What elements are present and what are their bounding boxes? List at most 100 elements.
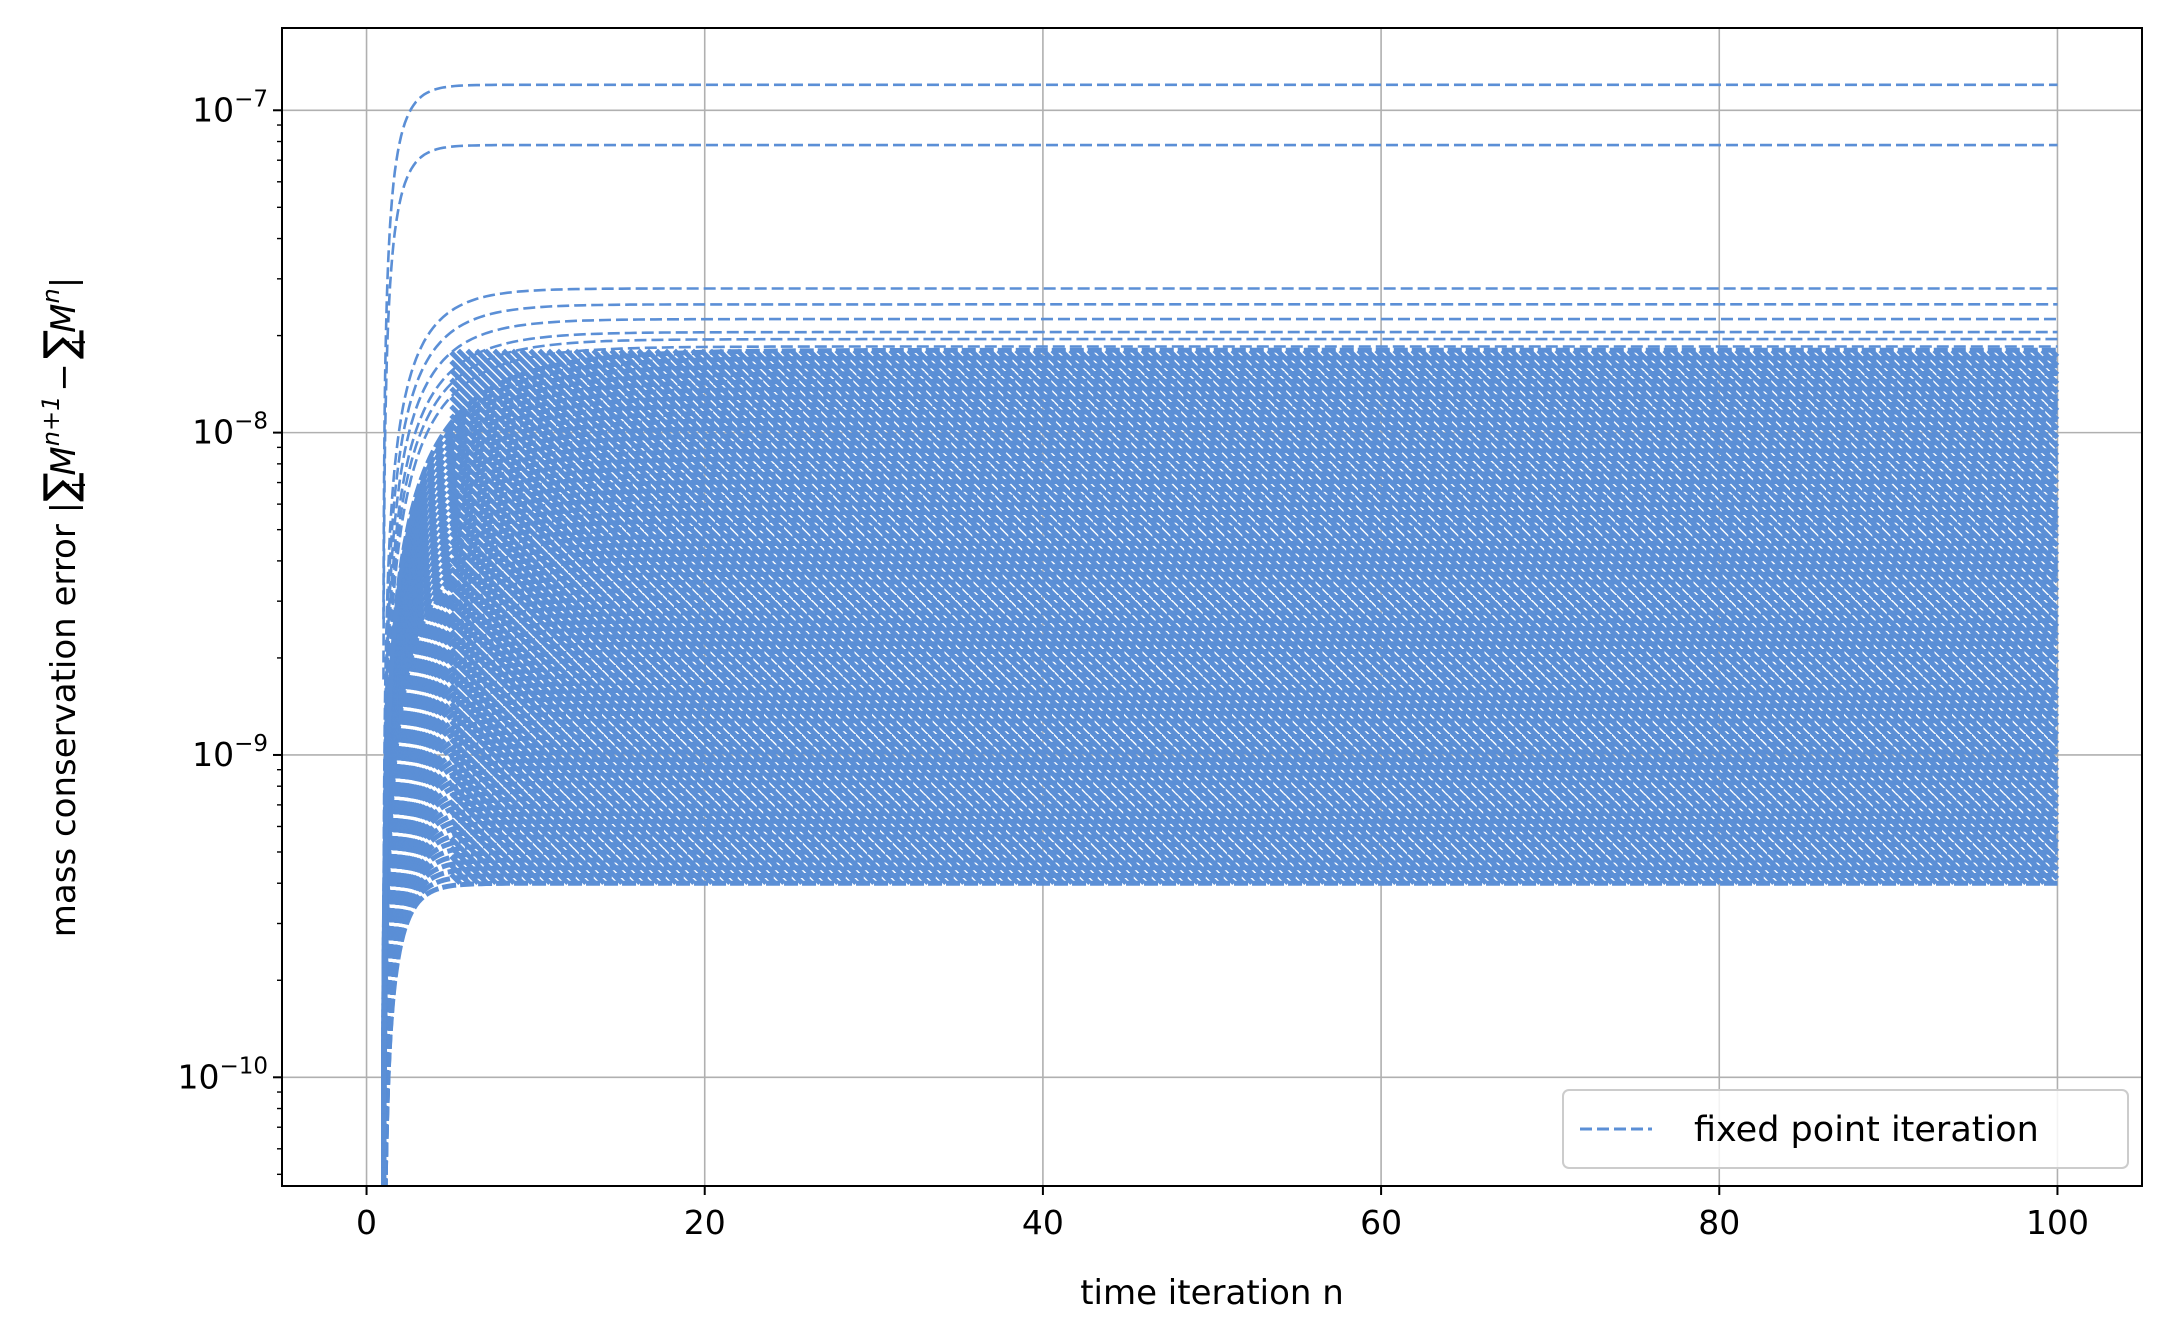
- band-texture: [1824, 348, 2060, 584]
- band-texture: [861, 348, 1398, 885]
- series-curve: [382, 83, 2058, 620]
- band-texture: [627, 348, 1164, 885]
- band-texture: [1113, 348, 1650, 885]
- band-texture: [1887, 348, 2060, 521]
- band-texture: [978, 348, 1515, 885]
- band-texture: [449, 377, 957, 885]
- band-texture: [1554, 348, 2060, 854]
- band-texture: [449, 737, 597, 885]
- band-texture: [1167, 348, 1704, 885]
- series-curve: [382, 826, 2058, 1186]
- band-texture: [1797, 348, 2060, 611]
- band-texture: [996, 348, 1533, 885]
- band-texture: [1338, 348, 1875, 885]
- y-tick-label: 10−8: [192, 409, 268, 452]
- band-texture: [449, 638, 696, 885]
- band-texture: [1428, 348, 1965, 885]
- band-texture: [1644, 348, 2060, 764]
- band-texture: [1563, 348, 2060, 845]
- band-texture: [449, 575, 759, 885]
- x-tick-label: 80: [1698, 1203, 1740, 1242]
- band-texture: [1617, 348, 2060, 791]
- y-tick-label: 10−7: [192, 86, 268, 129]
- band-texture: [645, 348, 1182, 885]
- band-texture: [1356, 348, 1893, 885]
- band-texture: [1194, 348, 1731, 885]
- band-texture: [1896, 348, 2060, 512]
- series-curve: [382, 287, 2058, 941]
- band-texture: [1977, 348, 2060, 431]
- band-texture: [465, 348, 1002, 885]
- band-texture: [1869, 348, 2060, 539]
- band-texture: [483, 348, 1020, 885]
- band-texture: [449, 467, 867, 885]
- svg-text:mass conservation error |∑iMn+: mass conservation error |∑iMn+1−∑iMn|: [35, 277, 91, 937]
- band-texture: [449, 566, 768, 885]
- legend: fixed point iteration: [1562, 1089, 2129, 1169]
- band-texture: [1806, 348, 2060, 602]
- band-texture: [449, 593, 741, 885]
- band-texture: [573, 348, 1110, 885]
- band-texture: [879, 348, 1416, 885]
- band-texture: [1374, 348, 1911, 885]
- band-texture: [501, 348, 1038, 885]
- band-texture: [1068, 348, 1605, 885]
- band-texture: [449, 368, 966, 885]
- band-texture: [537, 348, 1074, 885]
- band-texture: [1437, 348, 1974, 885]
- band-texture: [1662, 348, 2060, 746]
- band-texture: [1095, 348, 1632, 885]
- band-texture: [888, 348, 1425, 885]
- band-texture: [1959, 348, 2060, 449]
- band-texture: [2031, 348, 2060, 377]
- band-texture: [449, 476, 858, 885]
- band-texture: [1671, 348, 2060, 737]
- band-texture: [449, 692, 642, 885]
- band-texture: [1257, 348, 1794, 885]
- band-texture: [1590, 348, 2060, 818]
- band-texture: [1689, 348, 2060, 719]
- band-texture: [1302, 348, 1839, 885]
- band-texture: [1446, 348, 1983, 885]
- band-texture: [1725, 348, 2060, 683]
- band-texture: [852, 348, 1389, 885]
- band-texture: [528, 348, 1065, 885]
- x-tick-label: 20: [684, 1203, 726, 1242]
- series-curve: [382, 834, 2058, 1186]
- band-texture: [1275, 348, 1812, 885]
- band-texture: [735, 348, 1272, 885]
- x-tick-label: 0: [356, 1203, 377, 1242]
- band-texture: [449, 701, 633, 885]
- band-texture: [1077, 348, 1614, 885]
- band-texture: [1968, 348, 2060, 440]
- band-texture: [449, 746, 588, 885]
- band-texture: [1842, 348, 2060, 566]
- band-texture: [582, 348, 1119, 885]
- band-texture: [1230, 348, 1767, 885]
- band-texture: [1770, 348, 2060, 638]
- band-texture: [708, 348, 1245, 885]
- band-texture: [449, 395, 939, 885]
- band-texture: [654, 348, 1191, 885]
- band-texture: [1149, 348, 1686, 885]
- band-texture: [1761, 348, 2060, 647]
- band-texture: [816, 348, 1353, 885]
- band-texture: [1833, 348, 2060, 575]
- band-texture: [474, 348, 1011, 885]
- band-texture: [753, 348, 1290, 885]
- band-texture: [449, 854, 480, 885]
- band-texture: [1509, 348, 2046, 885]
- band-texture: [1608, 348, 2060, 800]
- band-texture: [449, 485, 849, 885]
- band-texture: [1779, 348, 2060, 629]
- series-curve: [382, 330, 2058, 1027]
- series-curve: [382, 865, 2058, 1186]
- band-texture: [510, 348, 1047, 885]
- band-texture: [449, 557, 777, 885]
- band-texture: [1104, 348, 1641, 885]
- band-texture: [449, 665, 669, 885]
- band-texture: [449, 350, 984, 885]
- band-texture: [1626, 348, 2060, 782]
- x-tick-label: 60: [1360, 1203, 1402, 1242]
- band-texture: [449, 413, 921, 885]
